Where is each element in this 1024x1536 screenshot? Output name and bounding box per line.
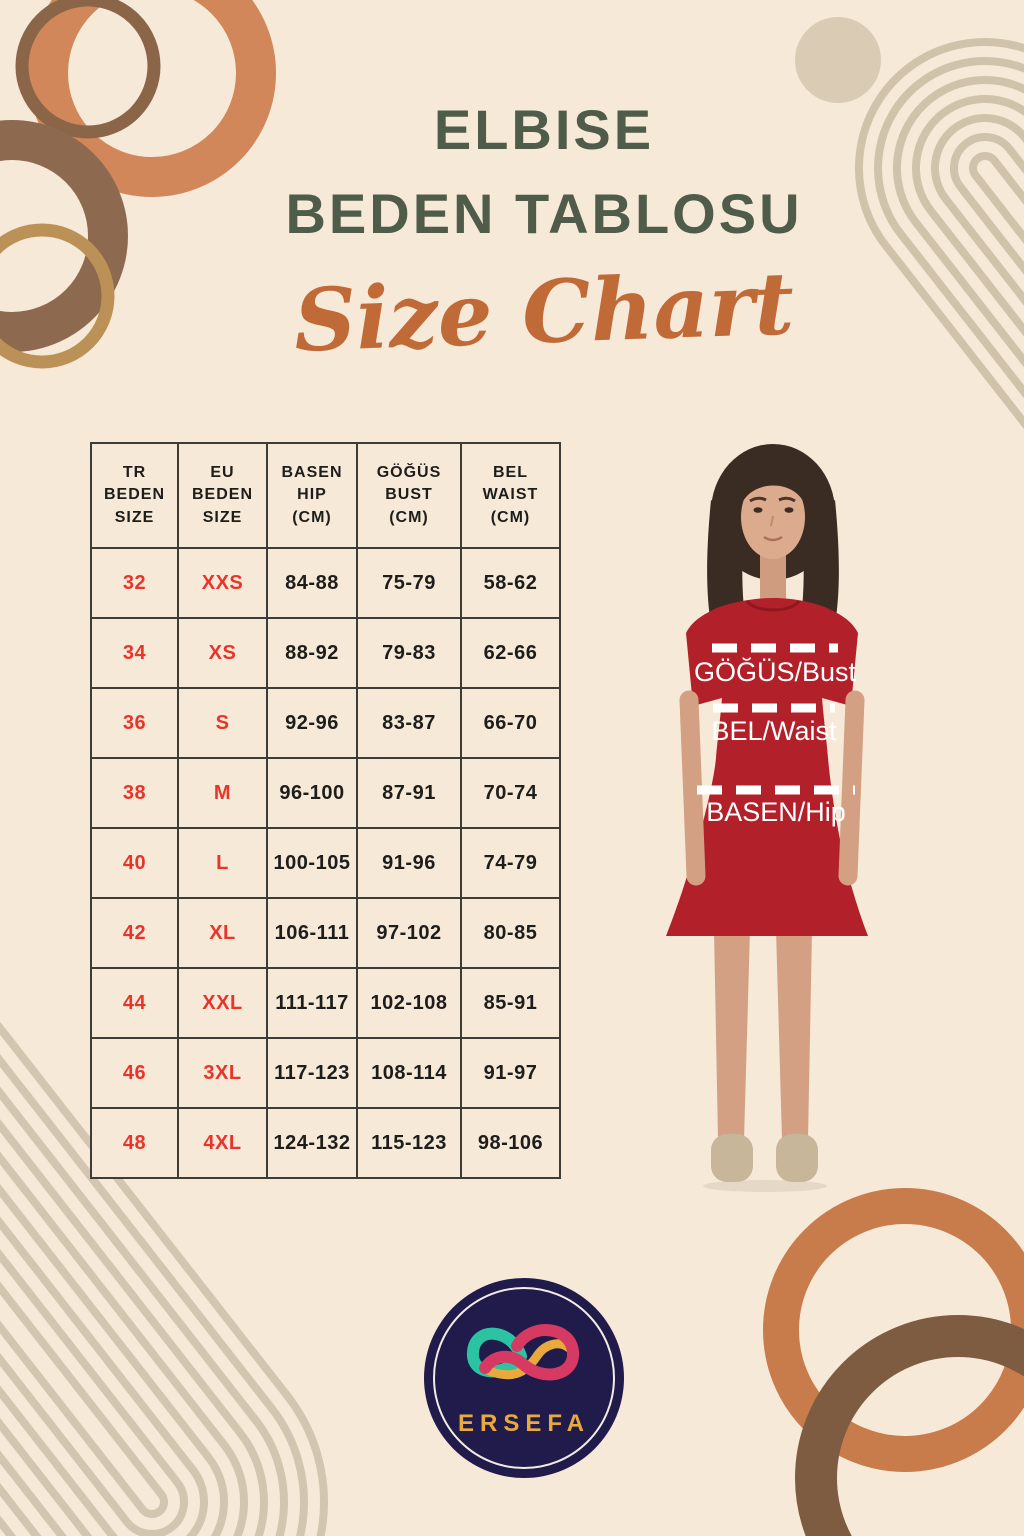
size-cell: 46 bbox=[90, 1037, 179, 1109]
size-cell: 74-79 bbox=[460, 827, 561, 899]
table-row: 46 3XL 117-123 108-114 91-97 bbox=[90, 1037, 561, 1109]
model-face-features bbox=[749, 496, 796, 542]
model-arms bbox=[679, 690, 865, 886]
infinity-icon bbox=[467, 1324, 579, 1381]
size-cell: 117-123 bbox=[266, 1037, 358, 1109]
size-cell: 84-88 bbox=[266, 547, 358, 619]
size-cell: 108-114 bbox=[356, 1037, 462, 1109]
size-cell: 75-79 bbox=[356, 547, 462, 619]
size-cell: 66-70 bbox=[460, 687, 561, 759]
size-cell: 96-100 bbox=[266, 757, 358, 829]
size-cell: 97-102 bbox=[356, 897, 462, 969]
size-table: TR BEDEN SIZE EU BEDEN SIZE BASEN HIP (C… bbox=[90, 442, 561, 1179]
measurement-lines bbox=[697, 643, 855, 795]
column-header: EU BEDEN SIZE bbox=[177, 442, 268, 549]
title-block: ELBISE BEDEN TABLOSU Size Chart bbox=[64, 88, 1024, 372]
floor-shadow bbox=[703, 1180, 827, 1192]
table-row: 44 XXL 111-117 102-108 85-91 bbox=[90, 967, 561, 1039]
size-cell: XXL bbox=[177, 967, 268, 1039]
size-cell: 87-91 bbox=[356, 757, 462, 829]
size-cell: 79-83 bbox=[356, 617, 462, 689]
table-row: 40 L 100-105 91-96 74-79 bbox=[90, 827, 561, 899]
table-row: 38 M 96-100 87-91 70-74 bbox=[90, 757, 561, 829]
size-cell: 70-74 bbox=[460, 757, 561, 829]
model-neck bbox=[760, 552, 786, 604]
size-cell: XL bbox=[177, 897, 268, 969]
size-cell: 4XL bbox=[177, 1107, 268, 1179]
size-cell: 124-132 bbox=[266, 1107, 358, 1179]
size-cell: 92-96 bbox=[266, 687, 358, 759]
column-header: BEL WAIST (CM) bbox=[460, 442, 561, 549]
brand-name: ERSEFA bbox=[457, 1410, 591, 1437]
column-header: TR BEDEN SIZE bbox=[90, 442, 179, 549]
size-cell: 40 bbox=[90, 827, 179, 899]
size-cell: 58-62 bbox=[460, 547, 561, 619]
size-cell: 91-96 bbox=[356, 827, 462, 899]
size-cell: 83-87 bbox=[356, 687, 462, 759]
size-cell: 85-91 bbox=[460, 967, 561, 1039]
column-header: BASEN HIP (CM) bbox=[266, 442, 358, 549]
size-table-body: 32 XXS 84-88 75-79 58-62 34 XS 88-92 79-83 62-66 3… bbox=[90, 547, 561, 1179]
size-cell: 38 bbox=[90, 757, 179, 829]
size-cell: L bbox=[177, 827, 268, 899]
size-cell: 36 bbox=[90, 687, 179, 759]
model-hair-fringe bbox=[741, 457, 805, 505]
dress-neckline bbox=[745, 599, 801, 612]
hip-label: BASEN/Hip bbox=[706, 797, 846, 827]
page-title-line1: ELBISE bbox=[433, 98, 655, 161]
size-cell: M bbox=[177, 757, 268, 829]
table-row: 34 XS 88-92 79-83 62-66 bbox=[90, 617, 561, 689]
size-cell: 106-111 bbox=[266, 897, 358, 969]
size-cell: S bbox=[177, 687, 268, 759]
size-cell: XXS bbox=[177, 547, 268, 619]
table-row: 48 4XL 124-132 115-123 98-106 bbox=[90, 1107, 561, 1179]
model-figure: GÖĞÜS/Bust BEL/Waist BASEN/Hip bbox=[666, 444, 868, 1192]
bust-label: GÖĞÜS/Bust bbox=[694, 656, 857, 687]
size-cell: 3XL bbox=[177, 1037, 268, 1109]
size-cell: 44 bbox=[90, 967, 179, 1039]
size-cell: 91-97 bbox=[460, 1037, 561, 1109]
table-header-row: TR BEDEN SIZE EU BEDEN SIZE BASEN HIP (C… bbox=[90, 442, 561, 549]
brand-logo: ERSEFA bbox=[424, 1278, 624, 1478]
size-cell: 48 bbox=[90, 1107, 179, 1179]
size-cell: XS bbox=[177, 617, 268, 689]
size-cell: 98-106 bbox=[460, 1107, 561, 1179]
size-cell: 80-85 bbox=[460, 897, 561, 969]
model-shoes bbox=[711, 1134, 818, 1182]
table-row: 36 S 92-96 83-87 66-70 bbox=[90, 687, 561, 759]
table-row: 42 XL 106-111 97-102 80-85 bbox=[90, 897, 561, 969]
waist-label: BEL/Waist bbox=[711, 716, 837, 746]
column-header: GÖĞÜS BUST (CM) bbox=[356, 442, 462, 549]
size-cell: 42 bbox=[90, 897, 179, 969]
size-cell: 34 bbox=[90, 617, 179, 689]
brush-circle-bottom-right-brown bbox=[795, 1315, 1024, 1536]
model-dress bbox=[666, 598, 868, 936]
size-cell: 102-108 bbox=[356, 967, 462, 1039]
page-title-line2: BEDEN TABLOSU bbox=[285, 182, 803, 245]
size-cell: 88-92 bbox=[266, 617, 358, 689]
logo-inner-ring bbox=[433, 1287, 615, 1469]
size-cell: 111-117 bbox=[266, 967, 358, 1039]
model-legs bbox=[714, 930, 812, 1140]
size-cell: 32 bbox=[90, 547, 179, 619]
size-cell: 100-105 bbox=[266, 827, 358, 899]
measurement-labels: GÖĞÜS/Bust BEL/Waist BASEN/Hip bbox=[694, 656, 857, 827]
size-cell: 62-66 bbox=[460, 617, 561, 689]
table-row: 32 XXS 84-88 75-79 58-62 bbox=[90, 547, 561, 619]
size-cell: 115-123 bbox=[356, 1107, 462, 1179]
brush-circle-bottom-right-orange bbox=[763, 1188, 1024, 1472]
page-subtitle-script: Size Chart bbox=[292, 253, 796, 372]
